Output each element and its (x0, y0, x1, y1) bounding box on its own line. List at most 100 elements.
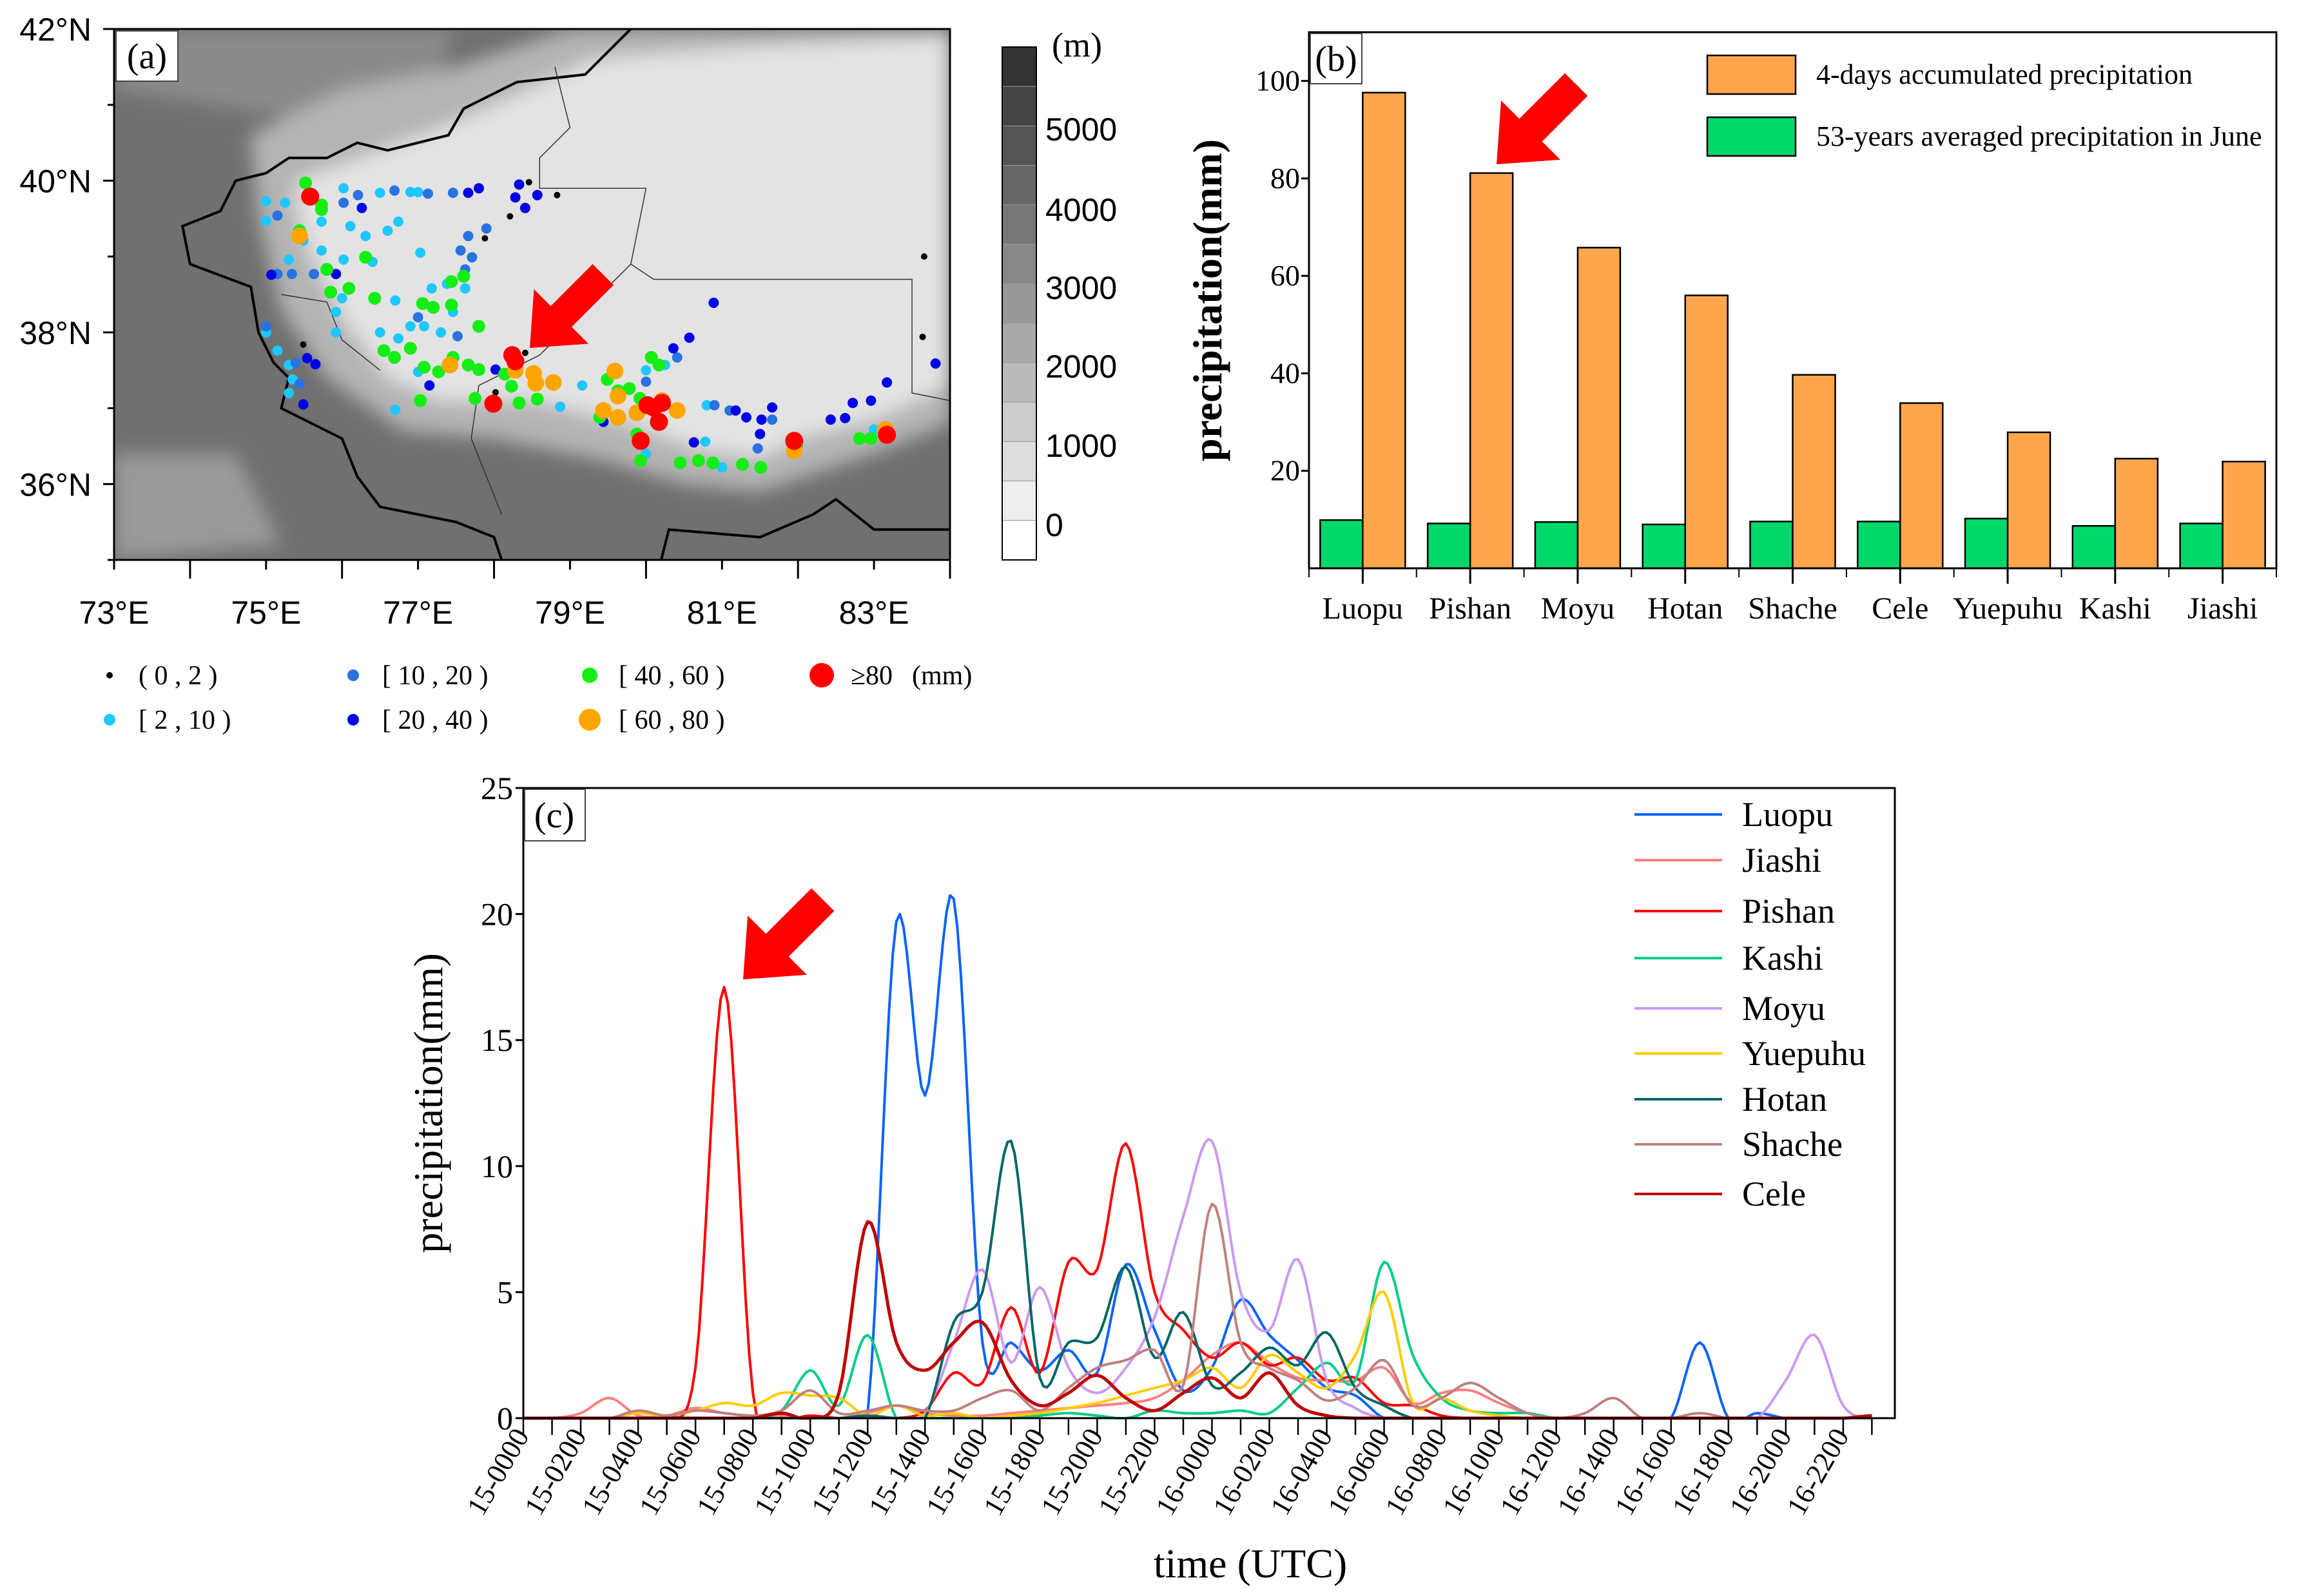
station-point (260, 196, 271, 207)
station-point (301, 187, 320, 206)
national-border (660, 497, 950, 560)
colorbar-tick-label: 2000 (1045, 349, 1117, 385)
station-point (481, 223, 492, 234)
station-point (853, 432, 866, 445)
station-point (338, 254, 349, 265)
station-point (422, 188, 433, 199)
station-point (405, 187, 416, 198)
station-point (514, 179, 525, 190)
station-point (641, 365, 652, 376)
station-point (445, 274, 458, 288)
legend-label: ≥80 (851, 661, 893, 691)
station-point (919, 333, 926, 340)
station-point (634, 454, 648, 467)
bar-y-tick-label: 100 (1255, 64, 1300, 97)
station-point (260, 321, 271, 332)
station-point (389, 185, 400, 196)
station-point (260, 215, 271, 226)
station-point (510, 192, 521, 203)
line-x-axis-label: time (UTC) (1154, 1541, 1347, 1586)
station-point (755, 428, 766, 439)
station-point (338, 197, 349, 208)
colorbar-band (1002, 165, 1037, 206)
station-point (345, 221, 356, 232)
terrain-layer (114, 29, 950, 560)
station-point (692, 454, 705, 467)
station-point (457, 269, 470, 283)
bar-4day-accumulated (1684, 294, 1729, 570)
station-point (525, 178, 532, 186)
legend-swatch (1706, 116, 1797, 157)
station-point (668, 343, 679, 354)
line-plot-frame (522, 787, 1896, 1419)
station-point (393, 333, 403, 344)
station-point (316, 216, 327, 227)
station-point (452, 331, 463, 341)
legend-label: [ 2 , 10 ) (139, 706, 231, 735)
panel-label-b: (b) (1315, 39, 1357, 79)
station-point (492, 389, 499, 396)
station-point (405, 321, 416, 332)
station-point (708, 297, 719, 308)
line-y-tick-label: 10 (481, 1148, 513, 1184)
line-y-tick-label: 0 (497, 1400, 513, 1436)
bar-category-label: Yuepuhu (1953, 591, 2063, 626)
station-point (472, 320, 485, 333)
station-point (336, 293, 347, 303)
red-arrow-icon (743, 888, 835, 979)
station-point (441, 356, 459, 374)
station-point (463, 231, 474, 242)
station-point (869, 424, 880, 435)
bar-category-label: Cele (1872, 591, 1928, 626)
line-y-tick-label: 20 (481, 896, 513, 932)
red-arrow-icon (1497, 73, 1588, 164)
red-arrow-icon (530, 264, 614, 348)
station-point (532, 189, 543, 200)
station-point (331, 327, 342, 338)
station-point (447, 187, 458, 198)
bar-4day-accumulated (1899, 402, 1944, 570)
station-point (688, 437, 699, 448)
station-point (632, 432, 650, 450)
panel-label-box (1310, 33, 1362, 84)
station-point (426, 283, 437, 294)
station-point (555, 401, 566, 412)
station-point (290, 357, 301, 368)
map-x-tick-label: 81°E (687, 595, 757, 631)
series-line-luopu (523, 894, 1872, 1419)
station-point (324, 285, 338, 299)
red-arrow-icon (743, 888, 835, 979)
bar-4day-accumulated (1362, 91, 1406, 570)
station-point (291, 227, 308, 245)
station-point (530, 392, 544, 406)
legend-marker (347, 714, 359, 726)
province-border (539, 66, 950, 401)
station-point (481, 235, 489, 242)
bar-june-average (1642, 523, 1686, 570)
panel-a-map: 73°E 75°E 77°E 79°E 81°E 83°E 42°N 40°N 38°N 36°N… (19, 12, 1117, 735)
station-point (418, 361, 431, 374)
legend-marker (582, 668, 597, 683)
map-x-tick-label: 79°E (535, 595, 605, 631)
station-point (436, 327, 447, 338)
station-point (606, 362, 624, 380)
bar-y-axis-label: precipitation(mm) (1185, 139, 1230, 461)
bar-category-label: Hotan (1647, 591, 1723, 626)
station-point (825, 414, 836, 425)
panel-label-box (524, 789, 586, 841)
station-point (545, 374, 562, 391)
station-point (866, 395, 877, 406)
bar-category-label: Kashi (2079, 591, 2151, 626)
station-point (864, 432, 878, 445)
line-y-tick-label: 5 (497, 1274, 513, 1310)
station-point (920, 253, 927, 260)
line-y-axis-label: precipitation(mm) (405, 953, 451, 1253)
bar-june-average (1319, 519, 1364, 570)
station-point (506, 352, 525, 370)
bar-4day-accumulated (2222, 461, 2266, 570)
station-point (388, 351, 402, 364)
legend-label: Jiashi (1742, 841, 1821, 880)
red-arrow-icon (530, 264, 614, 348)
colorbar-tick-label: 0 (1045, 507, 1063, 543)
legend-marker (809, 663, 834, 687)
